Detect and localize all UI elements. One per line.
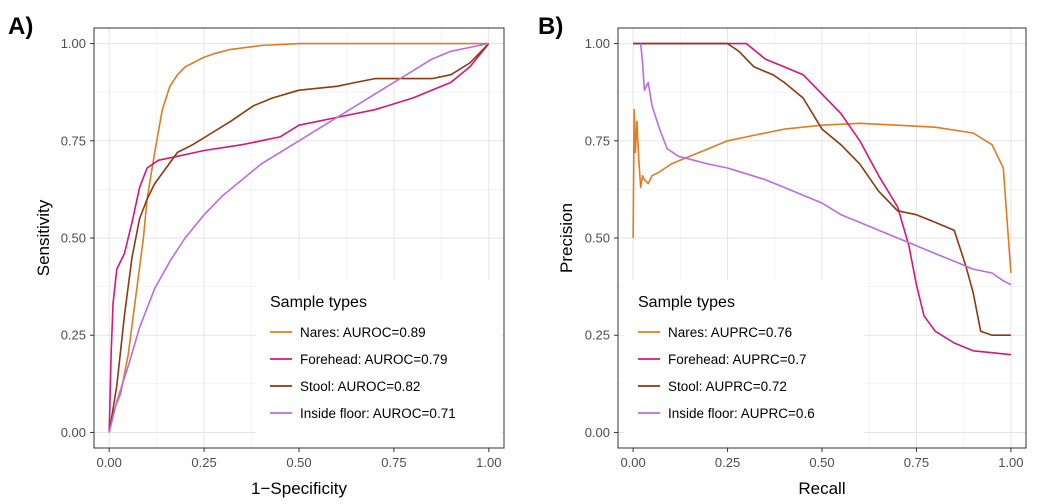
- legend-entry-label: Forehead: AUPRC=0.7: [668, 352, 806, 367]
- panel-b-y-axis-title: Precision: [557, 203, 576, 273]
- y-tick-label: 0.50: [61, 231, 86, 246]
- x-tick-label: 1.00: [998, 455, 1023, 470]
- y-tick-label: 0.25: [585, 328, 610, 343]
- legend-entry-label: Stool: AUROC=0.82: [300, 379, 420, 394]
- panel-b-y-ticks: 0.00 0.25 0.50 0.75 1.00: [585, 36, 618, 440]
- panel-a-legend-title: Sample types: [270, 294, 367, 311]
- y-tick-label: 1.00: [61, 36, 86, 51]
- series-line-stool: [633, 42, 1011, 337]
- x-tick-label: 0.25: [191, 455, 216, 470]
- y-tick-label: 1.00: [585, 36, 610, 51]
- x-tick-label: 0.00: [620, 455, 645, 470]
- x-tick-label: 1.00: [476, 455, 501, 470]
- panel-b-x-ticks: 0.00 0.25 0.50 0.75 1.00: [620, 448, 1024, 470]
- panel-a-legend: Sample types Nares: AUROC=0.89 Forehead: …: [256, 280, 502, 446]
- panel-b-legend-title: Sample types: [638, 294, 735, 311]
- panel-b-legend-items: Nares: AUPRC=0.76 Forehead: AUPRC=0.7 Stoo…: [638, 325, 815, 421]
- panel-a-roc: A) 0.00 0.25 0.50 0.75 1.00 0.00 0.25 0.50 0.75…: [8, 13, 505, 498]
- y-tick-label: 0.00: [585, 425, 610, 440]
- x-tick-label: 0.75: [904, 455, 929, 470]
- legend-entry-label: Nares: AUPRC=0.76: [668, 325, 792, 340]
- series-line-stool: [108, 43, 490, 433]
- y-tick-label: 0.75: [585, 133, 610, 148]
- panel-b-letter: B): [538, 13, 563, 40]
- y-tick-label: 0.25: [61, 328, 86, 343]
- legend-entry-label: Forehead: AUROC=0.79: [300, 352, 447, 367]
- series-line-forehead: [108, 43, 490, 433]
- panel-b-pr: B) 0.00 0.25 0.50 0.75 1.00 0.00 0.25 0.50 0.75…: [538, 13, 1027, 498]
- y-tick-label: 0.00: [61, 425, 86, 440]
- x-tick-label: 0.50: [286, 455, 311, 470]
- panel-a-x-ticks: 0.00 0.25 0.50 0.75 1.00: [97, 448, 501, 470]
- series-line-nares: [108, 42, 489, 433]
- legend-entry-label: Inside floor: AUROC=0.71: [300, 406, 456, 421]
- legend-entry-label: Stool: AUPRC=0.72: [668, 379, 787, 394]
- x-tick-label: 0.00: [97, 455, 122, 470]
- panel-b-series: [632, 42, 1012, 356]
- panel-a-y-axis-title: Sensitivity: [34, 199, 53, 276]
- panel-b-legend-box: [624, 280, 864, 446]
- panel-a-legend-box: [256, 280, 502, 446]
- panel-a-x-axis-title: 1−Specificity: [251, 479, 347, 498]
- x-tick-label: 0.75: [381, 455, 406, 470]
- legend-entry-label: Nares: AUROC=0.89: [300, 325, 426, 340]
- x-tick-label: 0.50: [809, 455, 834, 470]
- panel-b-legend: Sample types Nares: AUPRC=0.76 Forehead: …: [624, 280, 864, 446]
- x-tick-label: 0.25: [715, 455, 740, 470]
- series-line-inside-floor: [108, 42, 489, 433]
- y-tick-label: 0.75: [61, 133, 86, 148]
- legend-entry-label: Inside floor: AUPRC=0.6: [668, 406, 815, 421]
- panel-a-legend-items: Nares: AUROC=0.89 Forehead: AUROC=0.79 Sto…: [270, 325, 456, 421]
- y-tick-label: 0.50: [585, 231, 610, 246]
- panel-a-y-ticks: 0.00 0.25 0.50 0.75 1.00: [61, 36, 94, 440]
- series-line-forehead: [633, 42, 1011, 356]
- panel-b-x-axis-title: Recall: [798, 479, 845, 498]
- panel-a-series: [108, 42, 490, 433]
- series-line-inside-floor: [639, 43, 1012, 286]
- panel-a-letter: A): [8, 13, 33, 40]
- series-line-nares: [632, 108, 1012, 274]
